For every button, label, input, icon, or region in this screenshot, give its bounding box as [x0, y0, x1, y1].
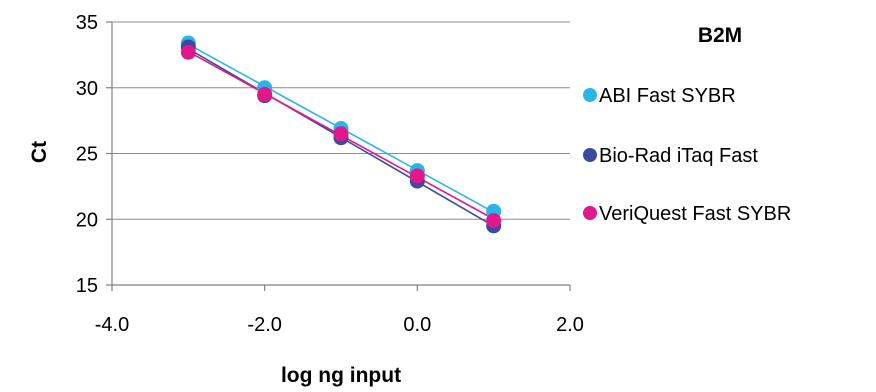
data-point — [180, 44, 196, 60]
data-points — [180, 35, 502, 234]
tick-labels: 15 20 25 30 35 -4.0 -2.0 0.0 2.0 — [76, 12, 584, 336]
legend-title: B2M — [698, 24, 742, 47]
y-tick-label: 35 — [76, 12, 98, 34]
legend-items: ABI Fast SYBR Bio-Rad iTaq Fast VeriQuest … — [583, 85, 791, 225]
data-point — [409, 168, 425, 184]
legend-marker — [583, 206, 597, 220]
x-axis-title: log ng input — [281, 364, 401, 387]
legend-label: Bio-Rad iTaq Fast — [599, 145, 758, 167]
y-axis-title: Ct — [28, 141, 51, 163]
legend-label: ABI Fast SYBR — [599, 85, 736, 107]
legend-marker — [583, 88, 597, 102]
y-tick-label: 30 — [76, 78, 98, 100]
legend-item: Bio-Rad iTaq Fast — [583, 145, 758, 167]
legend: B2M ABI Fast SYBR Bio-Rad iTaq Fast VeriQu… — [583, 24, 791, 225]
legend-item: VeriQuest Fast SYBR — [583, 203, 791, 225]
legend-marker — [583, 148, 597, 162]
legend-item: ABI Fast SYBR — [583, 85, 736, 107]
x-tick-label: 0.0 — [403, 314, 431, 336]
x-tick-label: -2.0 — [247, 314, 281, 336]
data-point — [257, 86, 273, 102]
y-tick-label: 15 — [76, 275, 98, 297]
grid-lines — [112, 21, 570, 220]
x-tick-label: -4.0 — [95, 314, 129, 336]
y-tick-label: 20 — [76, 209, 98, 231]
data-point — [333, 126, 349, 142]
legend-label: VeriQuest Fast SYBR — [599, 203, 791, 225]
y-tick-label: 25 — [76, 144, 98, 166]
x-tick-label: 2.0 — [556, 314, 584, 336]
data-point — [486, 213, 502, 229]
